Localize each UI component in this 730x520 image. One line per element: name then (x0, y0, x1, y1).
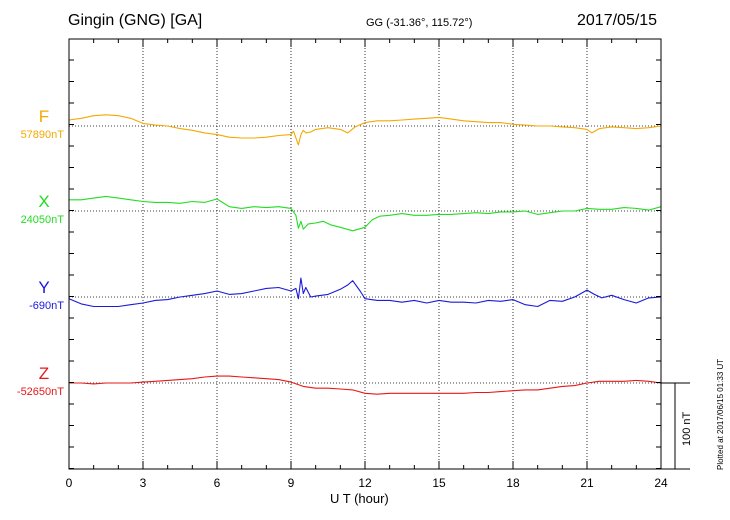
grid-layer (142, 39, 588, 469)
trace-f (68, 114, 662, 146)
x-tick-label: 0 (66, 476, 73, 490)
plot-frame (68, 38, 662, 470)
station-title: Gingin (GNG) [GA] (68, 12, 203, 29)
x-tick-label: 12 (358, 476, 372, 490)
x-tick-label: 18 (506, 476, 520, 490)
x-tick-label: 9 (288, 476, 295, 490)
trace-z (69, 375, 662, 395)
component-letter-y: Y (38, 278, 50, 297)
trace-x (69, 195, 662, 232)
x-tick-label: 24 (654, 476, 668, 490)
scale-bar-label: 100 nT (681, 411, 693, 446)
baselines-layer (69, 125, 661, 384)
component-letter-x: X (38, 192, 50, 211)
ticks-layer (68, 39, 662, 469)
component-letter-f: F (38, 107, 50, 126)
baseline-value-z: -52650nT (16, 386, 64, 398)
x-tick-label: 3 (140, 476, 147, 490)
tick-labels-layer: 0 3 6 9 12 15 18 21 24 (66, 476, 668, 490)
scale-bar (661, 382, 690, 470)
baseline-value-y: -690nT (29, 300, 64, 312)
plotted-timestamp: Plotted at 2017/06/15 01:33 UT (716, 358, 725, 470)
x-axis-label: U T (hour) (330, 491, 389, 506)
x-tick-label: 6 (214, 476, 221, 490)
coordinates-label: GG (-31.36°, 115.72°) (366, 17, 473, 29)
component-letter-z: Z (38, 364, 50, 383)
baseline-value-x: 24050nT (20, 214, 64, 226)
x-tick-label: 15 (432, 476, 446, 490)
date-label: 2017/05/15 (577, 12, 658, 29)
x-tick-label: 21 (580, 476, 594, 490)
traces-layer (68, 114, 662, 395)
trace-y (68, 277, 662, 308)
baseline-value-f: 57890nT (20, 129, 64, 141)
